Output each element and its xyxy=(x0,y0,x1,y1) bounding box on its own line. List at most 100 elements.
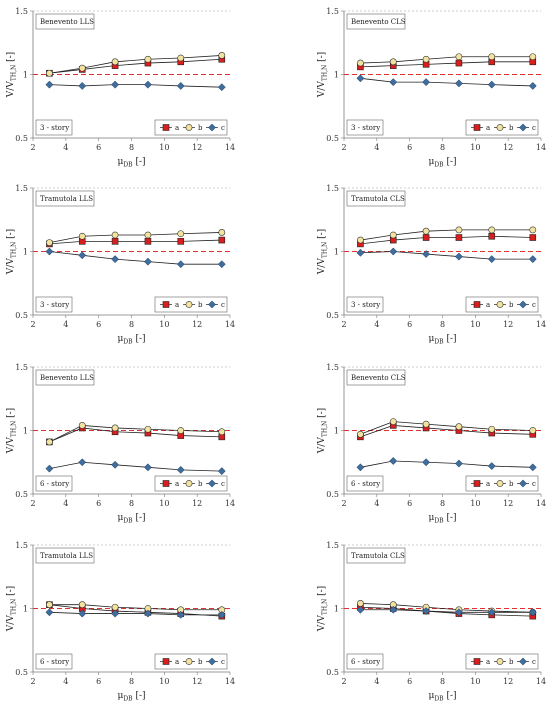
title-box xyxy=(346,547,406,564)
x-tick-label: 8 xyxy=(129,677,134,686)
series-a xyxy=(357,58,537,71)
story-box xyxy=(346,296,384,313)
legend-marker-b xyxy=(185,658,193,665)
point-c xyxy=(528,81,537,90)
series-c xyxy=(356,247,537,264)
point-c xyxy=(528,608,537,617)
point-a xyxy=(177,238,185,245)
title-box xyxy=(346,369,406,386)
point-a xyxy=(422,234,430,241)
y-axis-label-main: V/V xyxy=(317,81,327,99)
legend-label-c: c xyxy=(221,480,225,488)
point-c xyxy=(78,81,87,90)
title-box xyxy=(346,190,406,207)
y-axis-label-main: V/V xyxy=(6,258,16,276)
legend-label-c: c xyxy=(532,301,536,309)
series-b xyxy=(357,226,537,244)
series-line-b xyxy=(360,229,533,241)
point-a xyxy=(455,234,463,241)
y-axis-label-unit: [-] xyxy=(6,408,16,421)
series-a xyxy=(357,232,537,248)
series-line-b xyxy=(360,421,533,435)
series-b xyxy=(46,422,226,446)
legend-marker-b xyxy=(185,301,193,308)
series-line-b xyxy=(49,55,222,74)
series-line-a xyxy=(49,604,222,617)
legend-marker-c xyxy=(208,123,216,132)
point-a xyxy=(488,232,496,240)
y-tick-label: 0.5 xyxy=(15,490,28,499)
y-axis-label-sub: TH,N xyxy=(11,421,18,437)
y-tick-label: 1 xyxy=(334,427,339,436)
legend-label-a: a xyxy=(486,124,490,132)
y-axis-label-sub: TH,N xyxy=(322,65,329,81)
series-line-c xyxy=(360,251,533,260)
series-b xyxy=(46,52,226,77)
panel-title: Benevento LLS xyxy=(40,18,94,26)
x-tick-label: 6 xyxy=(407,677,412,686)
x-axis-label: μDB [-] xyxy=(117,513,145,525)
legend-label-c: c xyxy=(221,658,225,666)
point-c xyxy=(143,80,152,89)
x-tick-label: 14 xyxy=(225,143,235,152)
x-tick-label: 12 xyxy=(192,677,202,686)
point-b xyxy=(357,600,364,607)
y-axis-label-sub: TH,N xyxy=(322,421,329,437)
point-c xyxy=(176,465,185,474)
point-b xyxy=(111,603,119,611)
point-c xyxy=(78,609,87,618)
point-c xyxy=(454,608,463,617)
x-tick-label: 2 xyxy=(30,499,35,508)
point-c xyxy=(487,255,496,264)
legend-label-b: b xyxy=(509,301,514,309)
x-tick-label: 6 xyxy=(407,320,412,329)
y-tick-label: 1.5 xyxy=(15,363,28,372)
point-c xyxy=(422,458,431,467)
y-axis-label-main: V/V xyxy=(6,615,16,633)
x-tick-label: 6 xyxy=(96,677,101,686)
point-b xyxy=(46,69,53,77)
series-line-c xyxy=(360,77,533,87)
series-a xyxy=(46,55,226,77)
y-axis-label: V/VTH,N [-] xyxy=(6,52,18,98)
legend-marker-b xyxy=(496,658,504,665)
x-tick-label: 10 xyxy=(159,677,169,686)
x-tick-label: 12 xyxy=(503,677,513,686)
series-a xyxy=(46,236,226,248)
legend-marker-c xyxy=(519,479,527,488)
x-axis-label: μDB [-] xyxy=(428,513,456,525)
x-tick-label: 6 xyxy=(96,499,101,508)
series-line-c xyxy=(49,461,222,472)
series-line-c xyxy=(49,251,222,265)
series-line-a xyxy=(360,606,533,617)
x-tick-label: 10 xyxy=(470,143,480,152)
x-axis-label: μDB [-] xyxy=(117,691,145,703)
x-axis-label-main: μ xyxy=(428,157,434,167)
x-tick-label: 10 xyxy=(470,677,480,686)
point-b xyxy=(488,425,496,433)
series-line-c xyxy=(360,460,533,468)
x-tick-label: 2 xyxy=(341,143,346,152)
y-tick-label: 1 xyxy=(23,248,28,257)
point-b xyxy=(422,227,430,235)
x-tick-label: 8 xyxy=(129,143,134,152)
point-b xyxy=(111,424,119,432)
series-line-c xyxy=(49,611,222,616)
x-axis-label-main: μ xyxy=(117,157,123,167)
y-tick-label: 0.5 xyxy=(326,490,339,499)
y-axis-label-unit: [-] xyxy=(317,586,327,599)
y-tick-label: 1 xyxy=(334,71,339,80)
legend-label-b: b xyxy=(198,301,203,309)
x-axis-label-sub: DB xyxy=(434,518,444,525)
x-axis-label-sub: DB xyxy=(434,162,444,169)
point-c xyxy=(487,80,496,89)
x-tick-label: 10 xyxy=(470,320,480,329)
point-c xyxy=(422,250,431,258)
story-label: 6 - story xyxy=(351,480,380,488)
point-b xyxy=(389,58,397,66)
legend-marker-b xyxy=(185,124,193,131)
